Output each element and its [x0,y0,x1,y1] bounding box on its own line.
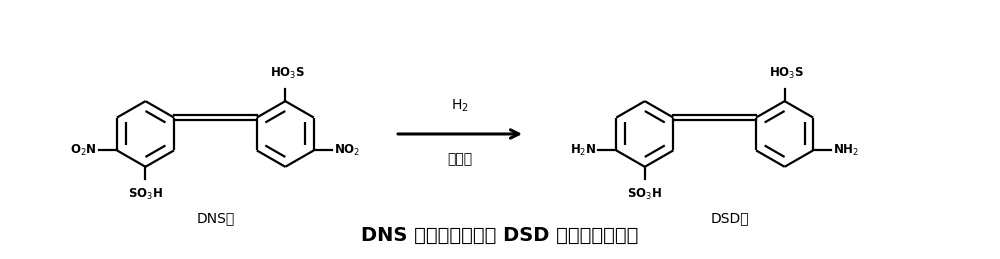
Text: DNS酸: DNS酸 [196,212,235,226]
Text: SO$_3$H: SO$_3$H [128,187,163,202]
Text: NO$_2$: NO$_2$ [334,143,360,158]
Text: NH$_2$: NH$_2$ [833,143,859,158]
Text: HO$_3$S: HO$_3$S [270,66,305,81]
Text: DSD酸: DSD酸 [710,212,749,226]
Text: H$_2$: H$_2$ [451,98,469,114]
Text: O$_2$N: O$_2$N [70,143,97,158]
Text: HO$_3$S: HO$_3$S [769,66,804,81]
Text: DNS 酸催化加氢制备 DSD 酸的反应方程式: DNS 酸催化加氢制备 DSD 酸的反应方程式 [361,226,639,245]
Text: H$_2$N: H$_2$N [570,143,596,158]
Text: SO$_3$H: SO$_3$H [627,187,662,202]
Text: 催化剂: 催化剂 [447,152,473,166]
